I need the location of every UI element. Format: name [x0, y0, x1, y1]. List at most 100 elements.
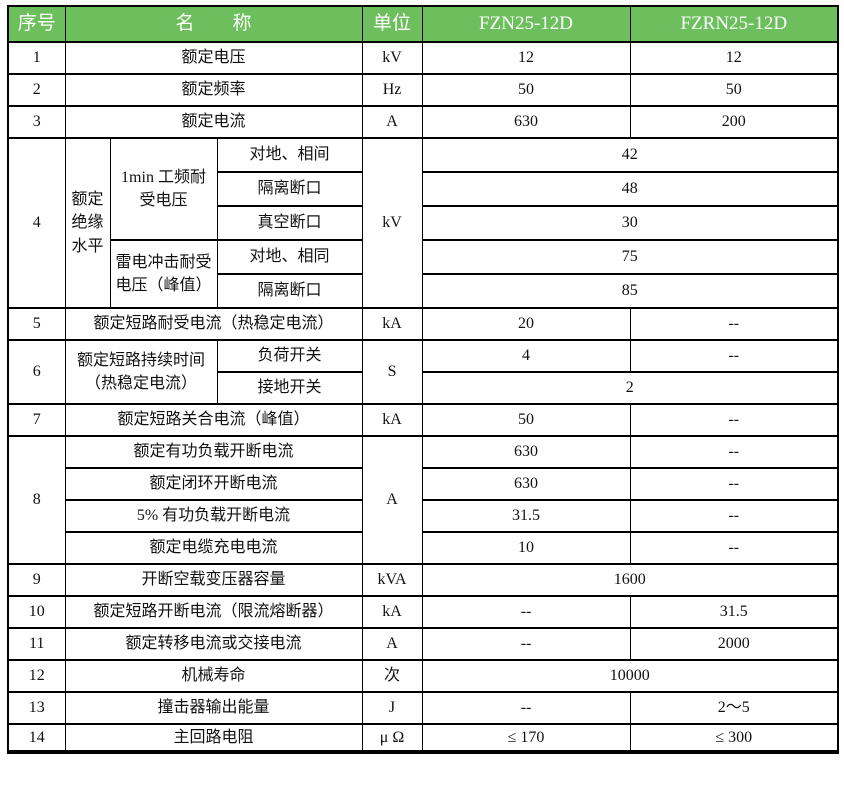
row-group-label: 额定绝缘水平: [64, 137, 111, 309]
table-row: 2 额定频率 Hz 50 50: [7, 73, 839, 107]
header-col-name: 名 称: [64, 5, 363, 43]
value-model1: 630: [421, 105, 631, 139]
row-name: 额定短路持续时间（热稳定电流）: [64, 339, 218, 405]
value-model1: --: [421, 627, 631, 661]
row-name: 额定电缆充电电流: [64, 531, 363, 565]
row-unit: kVA: [361, 563, 423, 597]
table-row: 13 撞击器输出能量 J -- 2～5: [7, 691, 839, 725]
value-model1: --: [421, 691, 631, 725]
value-model2: --: [629, 339, 839, 373]
row-unit: kA: [361, 307, 423, 341]
table-row: 8 额定有功负载开断电流 A 630 --: [7, 435, 839, 565]
row-unit: kA: [361, 403, 423, 437]
value-span: 42: [421, 137, 839, 173]
row-no: 1: [7, 41, 66, 75]
value-model1: 10: [421, 531, 631, 565]
header-col-model2: FZRN25-12D: [629, 5, 839, 43]
table-row: 12 机械寿命 次 10000: [7, 659, 839, 693]
row-name: 额定闭环开断电流: [64, 467, 363, 501]
table-row: 7 额定短路关合电流（峰值） kA 50 --: [7, 403, 839, 437]
value-span: 1600: [421, 563, 839, 597]
row-sub-item: 真空断口: [216, 205, 363, 241]
value-model2: 50: [629, 73, 839, 107]
value-model1: 12: [421, 41, 631, 75]
row-no: 4: [7, 137, 66, 309]
value-span: 48: [421, 171, 839, 207]
table-row: 5% 有功负载开断电流 31.5 --: [8, 499, 839, 533]
value-model2: --: [629, 307, 839, 341]
row-unit: μ Ω: [361, 722, 423, 754]
row-no: 6: [7, 339, 66, 405]
value-model1: --: [421, 595, 631, 629]
row-unit: A: [361, 435, 423, 565]
value-model2: 2000: [629, 627, 839, 661]
value-model2: --: [629, 467, 839, 501]
row-unit: kV: [361, 41, 423, 75]
value-model2: --: [629, 499, 839, 533]
table-row: 10 额定短路开断电流（限流熔断器） kA -- 31.5: [7, 595, 839, 629]
row-sub-item: 负荷开关: [216, 339, 363, 373]
value-model1: 630: [421, 467, 631, 501]
row-sub-label: 雷电冲击耐受电压（峰值）: [109, 239, 218, 309]
value-model2: ≤ 300: [629, 722, 839, 754]
row-sub-label: 1min 工频耐受电压: [109, 137, 218, 241]
row-name: 额定短路耐受电流（热稳定电流）: [64, 307, 363, 341]
row-sub-item: 隔离断口: [216, 273, 363, 309]
row-no: 7: [7, 403, 66, 437]
header-col-no: 序号: [7, 5, 66, 43]
row-name: 撞击器输出能量: [64, 691, 363, 725]
row-unit: 次: [361, 659, 423, 693]
table-row: 1 额定电压 kV 12 12: [7, 41, 839, 75]
row-no: 12: [7, 659, 66, 693]
value-span: 75: [421, 239, 839, 275]
row-no: 3: [7, 105, 66, 139]
row-no: 14: [7, 722, 66, 754]
row-name: 主回路电阻: [64, 722, 363, 754]
row-unit: A: [361, 105, 423, 139]
header-row: 序号 名 称 单位 FZN25-12D FZRN25-12D: [7, 5, 839, 43]
row-no: 2: [7, 73, 66, 107]
table-row: 3 额定电流 A 630 200: [7, 105, 839, 139]
row-name: 额定频率: [64, 73, 363, 107]
value-span: 30: [421, 205, 839, 241]
value-model2: 200: [629, 105, 839, 139]
row-name: 额定短路开断电流（限流熔断器）: [64, 595, 363, 629]
row-no: 8: [7, 435, 66, 565]
value-span: 2: [421, 371, 839, 405]
row-no: 13: [7, 691, 66, 725]
row-name: 5% 有功负载开断电流: [64, 499, 363, 533]
row-name: 额定电压: [64, 41, 363, 75]
table-row: 雷电冲击耐受电压（峰值） 对地、相同 75: [8, 239, 839, 309]
row-unit: Hz: [361, 73, 423, 107]
row-name: 额定有功负载开断电流: [64, 435, 363, 469]
value-model2: --: [629, 435, 839, 469]
header-col-model1: FZN25-12D: [421, 5, 631, 43]
row-sub-item: 接地开关: [216, 371, 363, 405]
row-unit: kA: [361, 595, 423, 629]
value-model2: 2～5: [629, 691, 839, 725]
value-model1: 4: [421, 339, 631, 373]
row-unit: S: [361, 339, 423, 405]
table-row: 11 额定转移电流或交接电流 A -- 2000: [7, 627, 839, 661]
value-model1: 50: [421, 73, 631, 107]
value-model2: 31.5: [629, 595, 839, 629]
row-no: 9: [7, 563, 66, 597]
value-model1: 630: [421, 435, 631, 469]
table-row: 6 额定短路持续时间（热稳定电流） 负荷开关 S 4 --: [7, 339, 839, 405]
row-sub-item: 对地、相间: [216, 137, 363, 173]
table-row: 5 额定短路耐受电流（热稳定电流） kA 20 --: [7, 307, 839, 341]
table-row: 4 额定绝缘水平 1min 工频耐受电压 对地、相间 kV 42: [7, 137, 839, 309]
value-model1: 31.5: [421, 499, 631, 533]
row-no: 11: [7, 627, 66, 661]
table-row: 14 主回路电阻 μ Ω ≤ 170 ≤ 300: [7, 722, 839, 754]
row-sub-item: 对地、相同: [216, 239, 363, 275]
value-model2: 12: [629, 41, 839, 75]
table-row: 9 开断空载变压器容量 kVA 1600: [7, 563, 839, 597]
table-row: 额定电缆充电电流 10 --: [8, 531, 839, 565]
table-row: 隔离断口 48: [8, 171, 839, 207]
value-model2: --: [629, 531, 839, 565]
value-span: 85: [421, 273, 839, 309]
row-name: 额定转移电流或交接电流: [64, 627, 363, 661]
value-span: 10000: [421, 659, 839, 693]
row-unit: kV: [361, 137, 423, 309]
